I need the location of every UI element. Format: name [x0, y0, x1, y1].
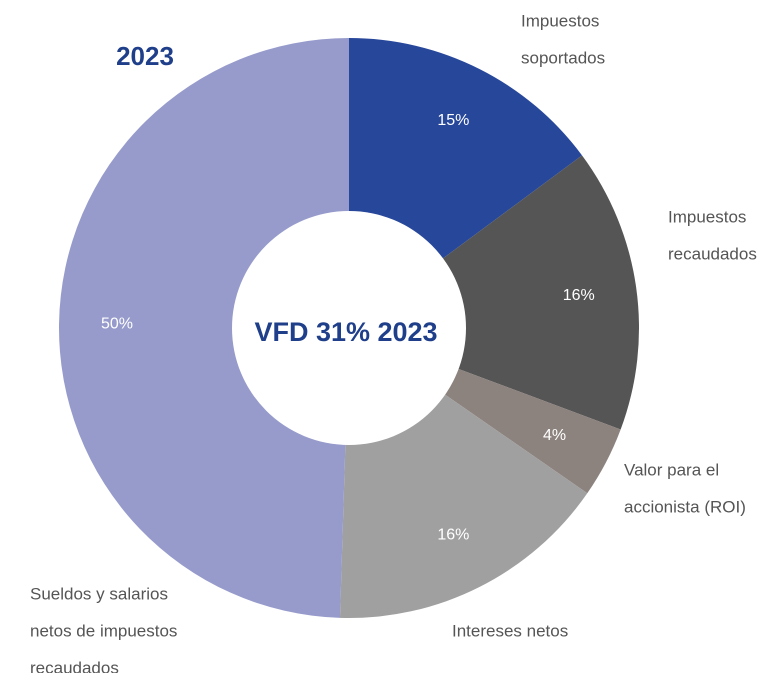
value-label: 16% [563, 287, 595, 304]
category-label: Sueldos y salarios [30, 584, 168, 603]
category-label: Impuestos [521, 11, 599, 30]
value-label: 15% [437, 112, 469, 129]
category-label: netos de impuestos [30, 621, 177, 640]
value-label: 16% [437, 526, 469, 543]
category-label: recaudados [668, 244, 757, 263]
category-label: Intereses netos [452, 621, 568, 640]
value-label: 4% [543, 427, 566, 444]
donut-hole [232, 211, 466, 445]
center-label: VFD 31% 2023 [254, 317, 437, 347]
chart-title: 2023 [116, 41, 174, 71]
slice [349, 155, 639, 430]
slice [58, 38, 349, 618]
value-label: 50% [101, 316, 133, 333]
category-label: accionista (ROI) [624, 497, 746, 516]
category-label: Valor para el [624, 460, 719, 479]
category-label: Impuestos [668, 207, 746, 226]
category-label: recaudados [30, 658, 119, 673]
category-label: soportados [521, 48, 605, 67]
